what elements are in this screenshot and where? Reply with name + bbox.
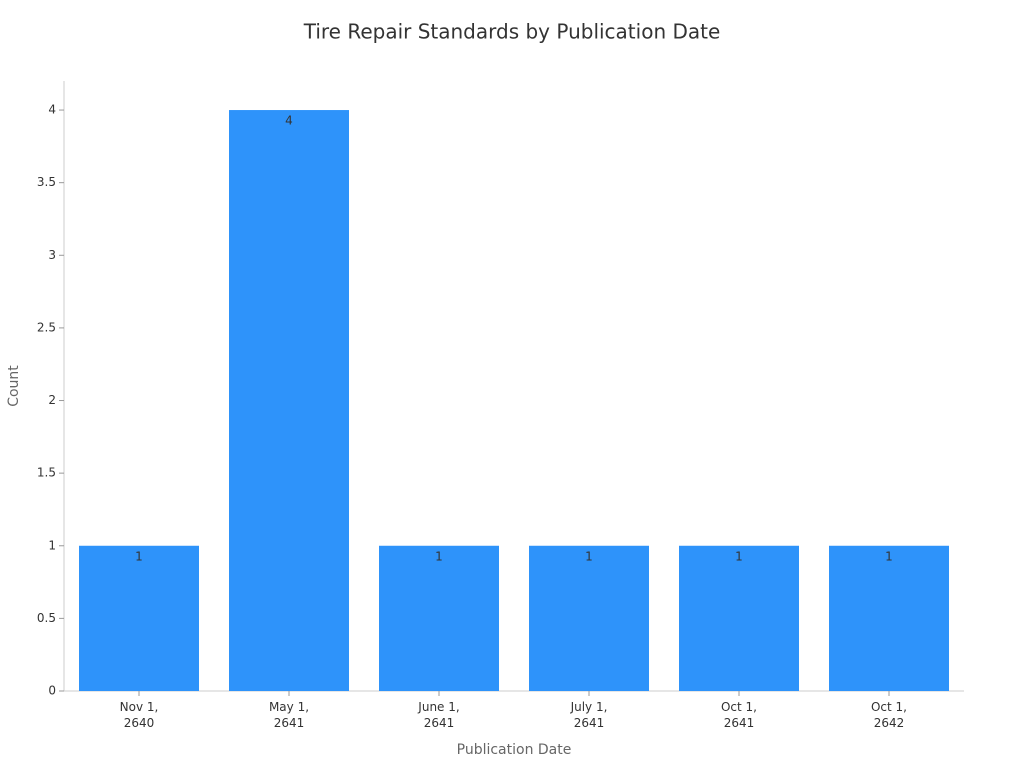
y-tick-label: 3.5 xyxy=(37,175,56,189)
y-axis-title: Count xyxy=(6,365,22,407)
bar xyxy=(229,110,349,692)
y-tick-label: 0 xyxy=(48,684,56,698)
x-tick-label: June 1, 2641 xyxy=(418,700,460,730)
x-tick-label: May 1, 2641 xyxy=(268,700,310,730)
x-tick-label: Oct 1, 2642 xyxy=(870,700,907,730)
chart-title: Tire Repair Standards by Publication Dat… xyxy=(303,20,721,44)
data-label: 1 xyxy=(435,549,443,563)
x-tick-label: July 1, 2641 xyxy=(570,700,608,730)
y-tick-label: 1 xyxy=(48,538,56,552)
data-label: 1 xyxy=(135,549,143,563)
bar xyxy=(829,545,949,691)
data-label: 1 xyxy=(885,549,893,563)
y-tick-label: 2 xyxy=(48,393,56,407)
y-tick-label: 2.5 xyxy=(37,320,56,334)
bar xyxy=(79,545,199,691)
data-label: 1 xyxy=(735,549,743,563)
data-label: 4 xyxy=(285,114,293,128)
x-axis-title: Publication Date xyxy=(457,742,572,758)
bar xyxy=(679,545,799,691)
data-label: 1 xyxy=(585,549,593,563)
y-tick-label: 1.5 xyxy=(37,466,56,480)
x-tick-label: Nov 1, 2640 xyxy=(119,700,159,730)
x-tick-label: Oct 1, 2641 xyxy=(720,700,757,730)
y-tick-label: 0.5 xyxy=(37,611,56,625)
y-tick-label: 3 xyxy=(48,248,56,262)
y-tick-label: 4 xyxy=(48,103,56,117)
bar xyxy=(379,545,499,691)
bar xyxy=(529,545,649,691)
